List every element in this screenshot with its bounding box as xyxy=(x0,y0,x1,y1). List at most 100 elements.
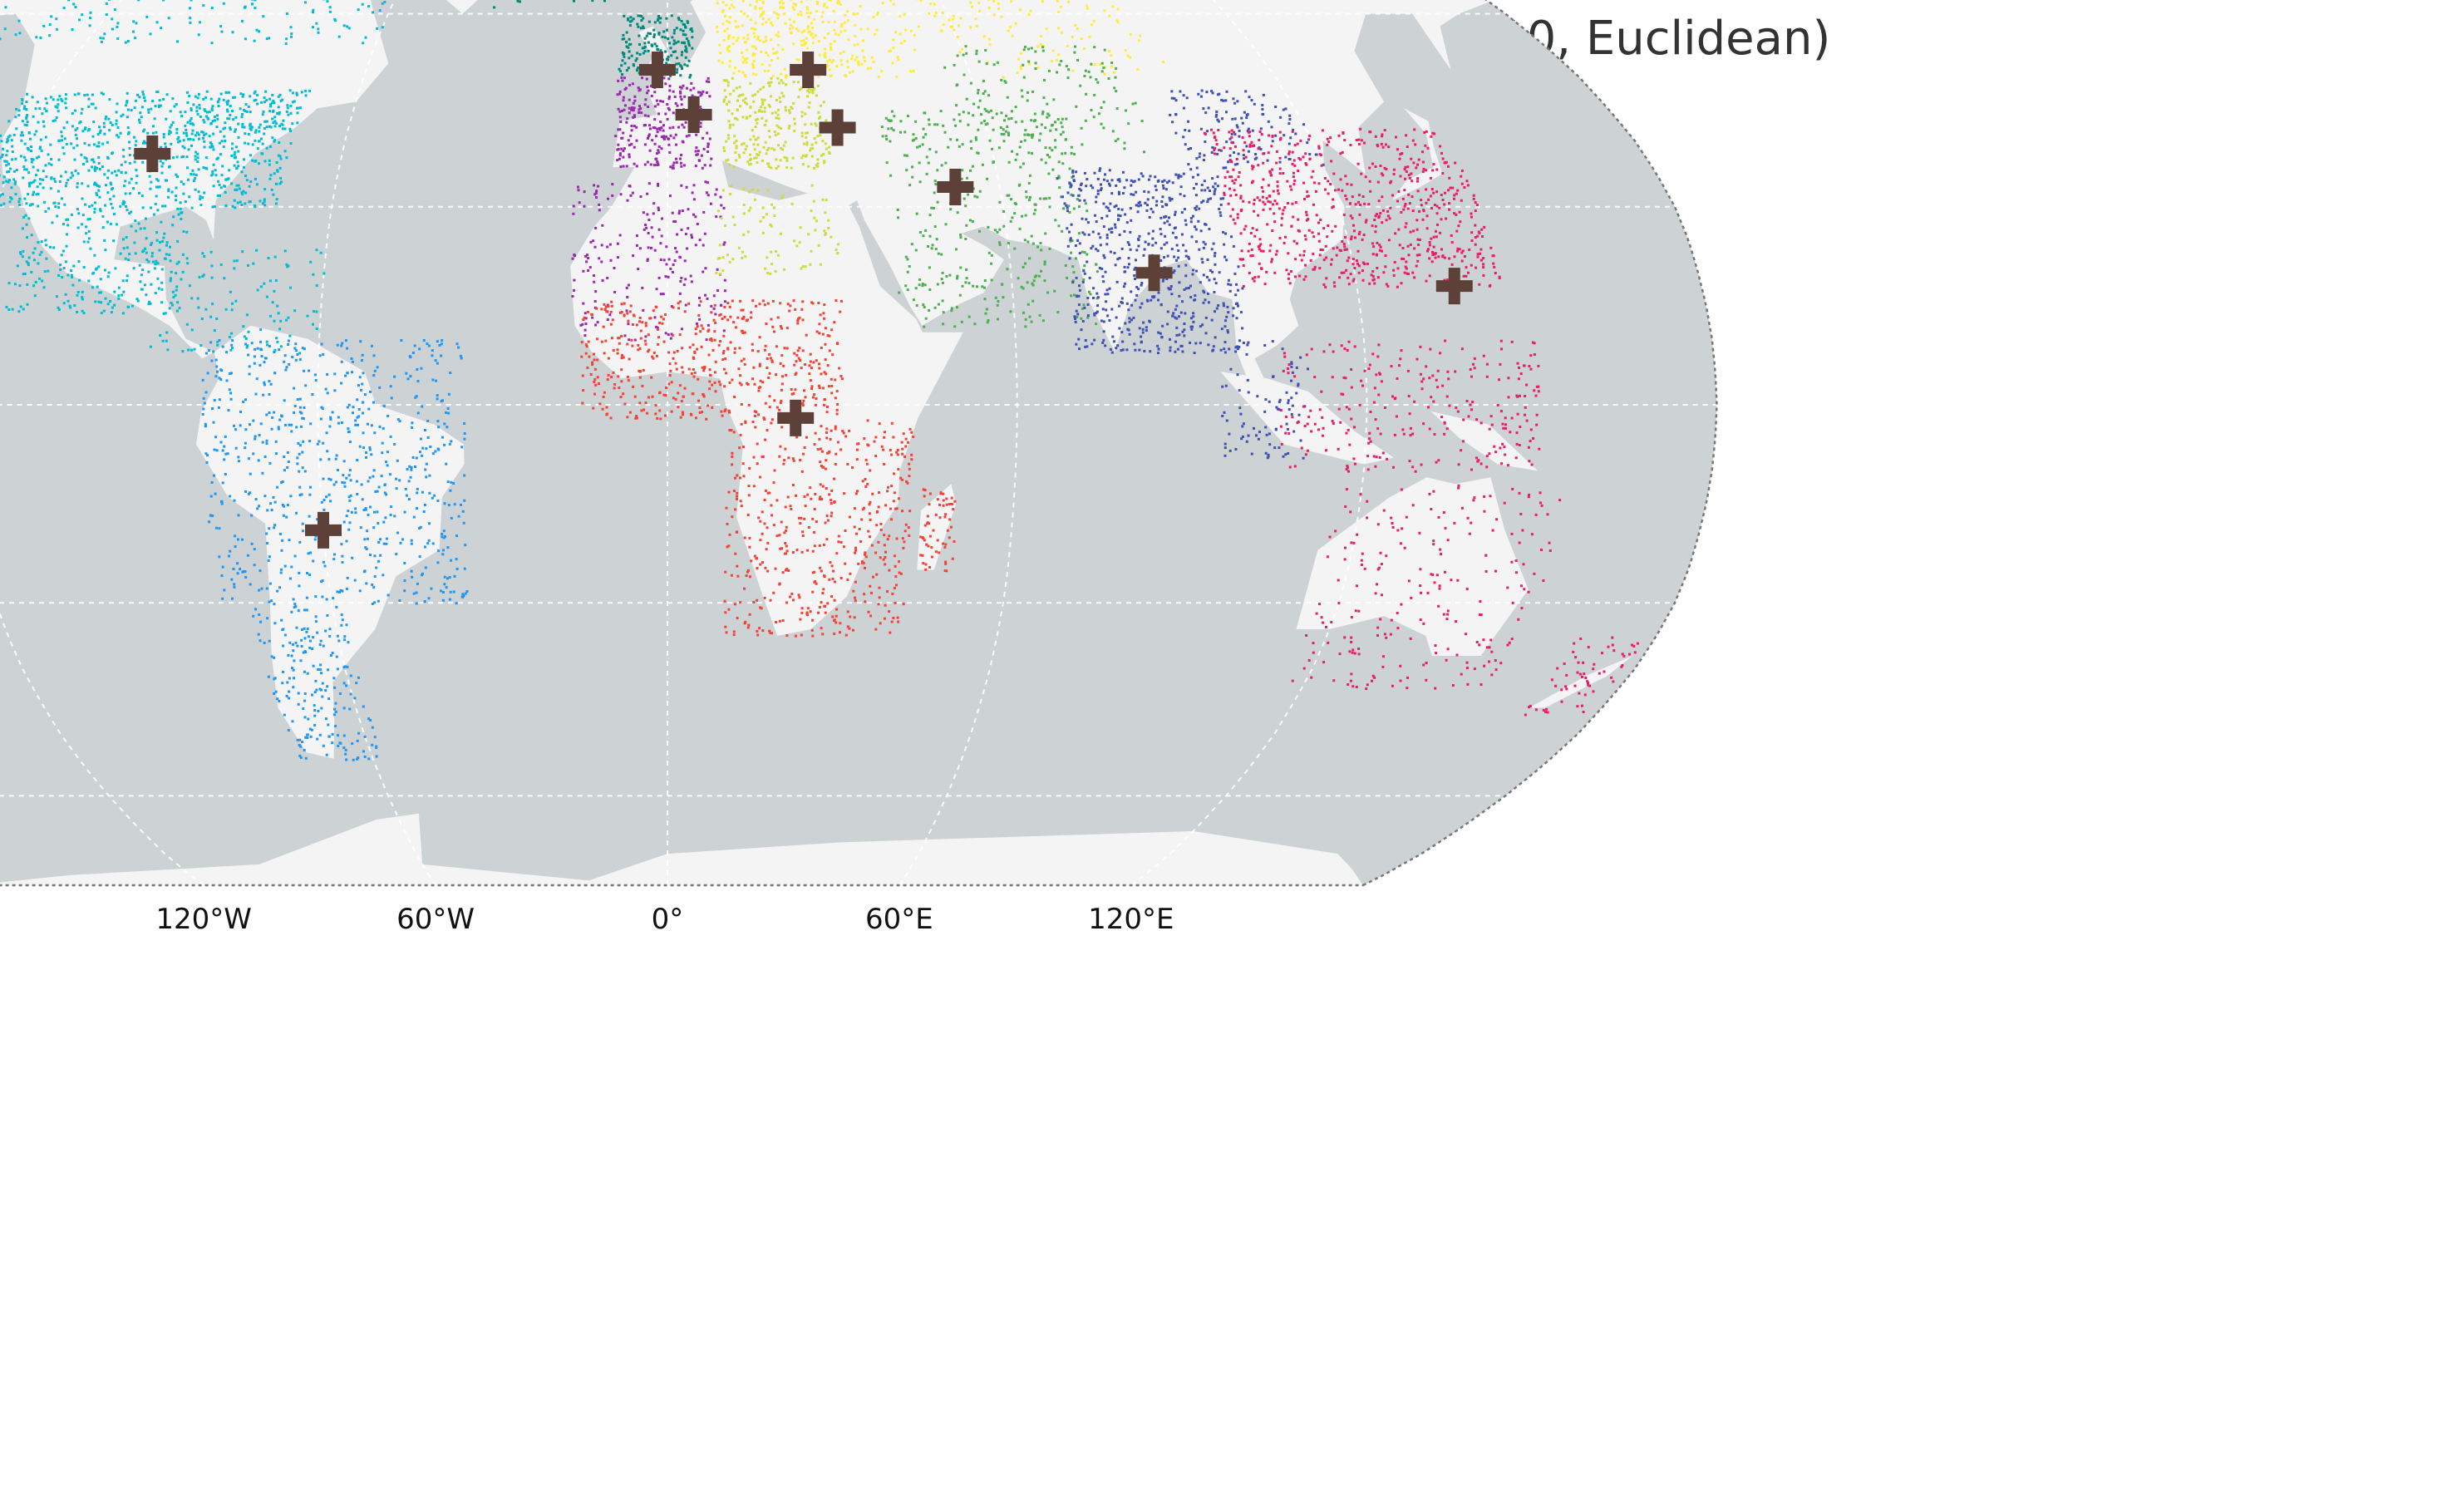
cluster-point xyxy=(224,473,227,475)
cluster-point xyxy=(748,163,751,166)
cluster-point xyxy=(221,345,224,348)
cluster-point xyxy=(809,30,811,33)
cluster-point xyxy=(281,539,283,542)
cluster-point xyxy=(1212,348,1215,352)
cluster-point xyxy=(1022,48,1026,52)
cluster-point xyxy=(662,30,666,33)
cluster-point xyxy=(102,126,106,129)
cluster-point xyxy=(653,249,657,252)
cluster-point xyxy=(43,200,46,204)
cluster-point xyxy=(415,602,418,605)
cluster-point xyxy=(197,306,200,309)
cluster-point xyxy=(12,133,16,136)
cluster-point xyxy=(1086,4,1089,7)
cluster-point xyxy=(378,425,382,428)
cluster-point xyxy=(147,111,150,114)
cluster-point xyxy=(319,251,322,254)
cluster-point xyxy=(1105,243,1109,246)
cluster-point xyxy=(121,202,125,205)
cluster-point xyxy=(229,549,232,553)
cluster-point xyxy=(987,94,991,97)
cluster-point xyxy=(1241,327,1244,330)
cluster-point xyxy=(912,298,915,302)
cluster-point xyxy=(60,131,63,134)
cluster-point xyxy=(42,125,46,128)
cluster-point xyxy=(1115,19,1119,22)
cluster-point xyxy=(234,206,237,209)
cluster-point xyxy=(13,182,17,185)
cluster-point xyxy=(278,328,282,331)
cluster-point xyxy=(627,283,630,287)
cluster-point xyxy=(448,442,451,446)
cluster-point xyxy=(742,151,746,155)
cluster-point xyxy=(169,279,172,283)
cluster-point xyxy=(935,238,938,241)
cluster-point xyxy=(761,98,764,101)
cluster-point xyxy=(45,175,48,179)
cluster-point xyxy=(1096,296,1100,299)
cluster-point xyxy=(84,126,87,130)
cluster-point xyxy=(253,99,256,102)
cluster-point xyxy=(1002,132,1006,135)
cluster-point xyxy=(856,12,859,15)
cluster-point xyxy=(1081,280,1085,283)
cluster-point xyxy=(89,17,92,19)
cluster-point xyxy=(1051,123,1054,126)
cluster-point xyxy=(988,139,992,142)
cluster-point xyxy=(338,741,342,745)
cluster-point xyxy=(719,215,722,219)
cluster-point xyxy=(1084,202,1087,205)
cluster-point xyxy=(753,35,756,38)
cluster-point xyxy=(356,757,359,761)
cluster-point xyxy=(272,110,274,113)
cluster-point xyxy=(17,19,21,22)
cluster-point xyxy=(217,100,220,103)
cluster-point xyxy=(100,301,103,304)
cluster-point xyxy=(311,393,314,396)
cluster-point xyxy=(185,134,189,137)
cluster-point xyxy=(1086,221,1090,224)
cluster-point xyxy=(374,490,377,493)
cluster-point xyxy=(657,32,661,36)
cluster-point xyxy=(716,25,719,28)
cluster-point xyxy=(204,132,208,135)
cluster-point xyxy=(760,13,763,17)
cluster-point xyxy=(697,303,701,307)
cluster-point xyxy=(415,456,418,460)
cluster-point xyxy=(254,0,257,2)
cluster-point xyxy=(348,521,352,525)
cluster-point xyxy=(251,2,254,6)
cluster-point xyxy=(1037,274,1041,278)
cluster-point xyxy=(793,130,796,133)
cluster-point xyxy=(1123,147,1126,150)
cluster-point xyxy=(766,54,770,57)
cluster-point xyxy=(219,25,223,28)
cluster-point xyxy=(618,90,622,93)
cluster-point xyxy=(775,167,778,170)
cluster-point xyxy=(756,161,759,165)
cluster-point xyxy=(26,283,29,286)
cluster-point xyxy=(341,618,344,622)
cluster-point xyxy=(671,166,674,170)
cluster-point xyxy=(1048,155,1051,159)
cluster-point xyxy=(672,111,675,115)
cluster-point xyxy=(265,340,268,343)
cluster-point xyxy=(298,444,302,447)
cluster-point xyxy=(933,191,936,195)
cluster-point xyxy=(395,487,398,490)
cluster-point xyxy=(1042,96,1046,100)
cluster-point xyxy=(904,255,908,259)
cluster-point xyxy=(313,709,317,712)
cluster-point xyxy=(635,139,638,142)
cluster-point xyxy=(958,51,962,54)
cluster-point xyxy=(202,273,205,277)
cluster-point xyxy=(1138,200,1141,204)
cluster-point xyxy=(379,538,382,541)
cluster-point xyxy=(69,306,72,309)
cluster-point xyxy=(234,189,237,191)
cluster-point xyxy=(455,534,458,538)
cluster-point xyxy=(638,247,642,250)
cluster-point xyxy=(443,583,446,586)
cluster-point xyxy=(1076,58,1079,62)
cluster-point xyxy=(691,30,694,33)
